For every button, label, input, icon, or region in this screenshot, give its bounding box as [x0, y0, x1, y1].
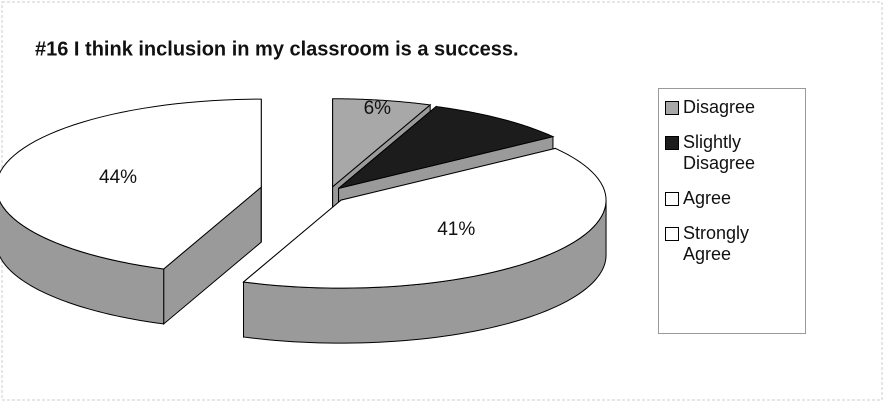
- legend-swatch: [665, 101, 679, 115]
- data-label: 44%: [99, 167, 137, 188]
- legend-label: Strongly Agree: [683, 223, 750, 264]
- pie-slice: [242, 147, 607, 289]
- legend-swatch: [665, 192, 679, 206]
- pie: 6% 44% 41%: [0, 98, 607, 344]
- legend-label: Agree: [683, 188, 732, 208]
- legend-item: Strongly Agree: [665, 223, 799, 265]
- legend-label: Disagree: [683, 97, 756, 117]
- chart-title: #16 I think inclusion in my classroom is…: [35, 38, 519, 60]
- legend-item: Agree: [665, 188, 799, 209]
- pie-slice: [332, 98, 432, 188]
- data-label: 41%: [437, 219, 475, 240]
- legend-item: Disagree: [665, 97, 799, 118]
- pie-slice: [0, 98, 262, 270]
- legend: Disagree Slightly Disagree Agree Strongly A…: [658, 88, 806, 334]
- legend-swatch: [665, 136, 679, 150]
- legend-swatch: [665, 227, 679, 241]
- legend-item: Slightly Disagree: [665, 132, 799, 174]
- data-label: 6%: [364, 98, 392, 119]
- pie-slice: [338, 106, 555, 189]
- legend-label: Slightly Disagree: [683, 132, 756, 173]
